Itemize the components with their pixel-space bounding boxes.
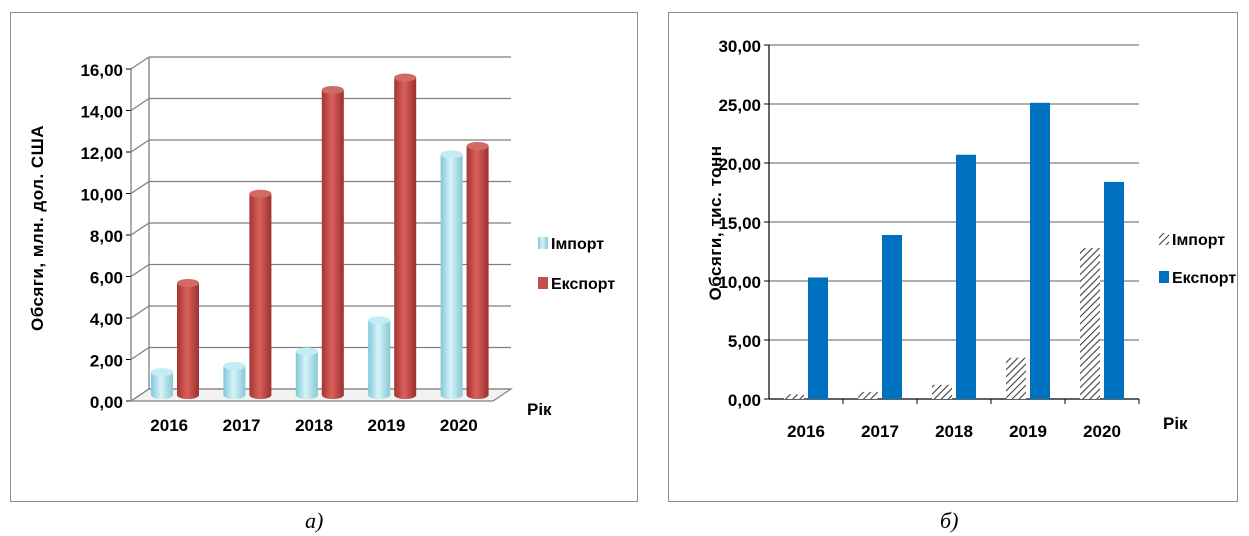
bar-import (151, 372, 173, 399)
x-tick-label: 2018 (935, 422, 973, 441)
legend-swatch-import (538, 237, 548, 249)
x-tick-label: 2017 (861, 422, 899, 441)
x-axis-label: Рік (527, 400, 552, 419)
bar-import (441, 154, 463, 399)
x-axis-label: Рік (1163, 414, 1188, 433)
x-tick-label: 2019 (367, 416, 405, 435)
y-tick-label: 30,00 (718, 37, 761, 56)
y-tick-label: 0,00 (728, 391, 761, 410)
y-tick-label: 0,00 (90, 393, 123, 412)
bar-import-cap (296, 347, 318, 355)
x-tick-label: 2016 (150, 416, 188, 435)
chart-panel-a: 0,00 2,00 4,00 6,00 8,00 10,00 12,00 14,00 16,00… (10, 12, 638, 502)
bar-export (322, 90, 344, 399)
bar-export (956, 155, 976, 399)
y-axis-label: Обсяги, тис. тонн (706, 145, 725, 300)
bar-import (296, 351, 318, 399)
gridline-diagonal (131, 306, 149, 318)
bar-import-cap (368, 316, 390, 324)
y-tick-label: 5,00 (728, 332, 761, 351)
gridline-diagonal (131, 348, 149, 360)
y-tick-label: 14,00 (80, 103, 123, 122)
bar-export (808, 277, 828, 399)
bar-export (394, 78, 416, 399)
bar-export-cap (322, 86, 344, 94)
bar-import-cap (151, 368, 173, 376)
caption-a: а) (305, 508, 323, 534)
gridline-diagonal (131, 223, 149, 235)
bar-import (858, 392, 878, 399)
x-tick-label: 2020 (1083, 422, 1121, 441)
bar-export (882, 235, 902, 399)
bar-export-cap (249, 190, 271, 198)
gridline-diagonal (131, 57, 149, 69)
x-tick-label: 2019 (1009, 422, 1047, 441)
bar-import (223, 366, 245, 399)
y-tick-label: 8,00 (90, 227, 123, 246)
bar-export-cap (467, 142, 489, 150)
legend-label-export: Експорт (551, 276, 615, 293)
gridline-diagonal (131, 265, 149, 277)
y-tick-label: 2,00 (90, 352, 123, 371)
bar-export (1030, 103, 1050, 399)
bar-import (784, 394, 804, 399)
x-tick-label: 2018 (295, 416, 333, 435)
legend-label-export: Експорт (1172, 270, 1236, 287)
bar-export (1104, 182, 1124, 399)
caption-b: б) (940, 508, 958, 534)
bar-export (249, 194, 271, 399)
legend-label-import: Імпорт (551, 236, 604, 253)
chart-panel-b: 0,00 5,00 10,00 15,00 20,00 25,00 30,00 2016 201… (668, 12, 1238, 502)
bar-export (177, 283, 199, 399)
gridline-diagonal (131, 99, 149, 111)
bar-export-cap (177, 279, 199, 287)
legend-label-import: Імпорт (1172, 232, 1225, 249)
y-tick-label: 12,00 (80, 144, 123, 163)
y-tick-label: 10,00 (80, 186, 123, 205)
bar-import (1080, 248, 1100, 399)
bar-import-cap (441, 150, 463, 158)
y-tick-label: 6,00 (90, 269, 123, 288)
x-tick-label: 2020 (440, 416, 478, 435)
bar-import (932, 385, 952, 399)
bar-import (1006, 358, 1026, 399)
x-tick-label: 2017 (223, 416, 261, 435)
y-tick-label: 25,00 (718, 96, 761, 115)
legend-swatch-export (1159, 271, 1169, 283)
legend-swatch-export (538, 277, 548, 289)
legend-swatch-import (1159, 233, 1169, 245)
bar-import-cap (223, 362, 245, 370)
bar-import (368, 320, 390, 399)
bar-export-cap (394, 74, 416, 82)
chart-a-svg: 0,00 2,00 4,00 6,00 8,00 10,00 12,00 14,00 16,00… (11, 13, 637, 501)
y-tick-label: 4,00 (90, 310, 123, 329)
bar-export (467, 146, 489, 399)
gridline-diagonal (131, 182, 149, 194)
y-tick-label: 16,00 (80, 61, 123, 80)
gridline-diagonal (131, 140, 149, 152)
y-axis-label: Обсяги, млн. дол. США (28, 125, 47, 331)
x-tick-label: 2016 (787, 422, 825, 441)
